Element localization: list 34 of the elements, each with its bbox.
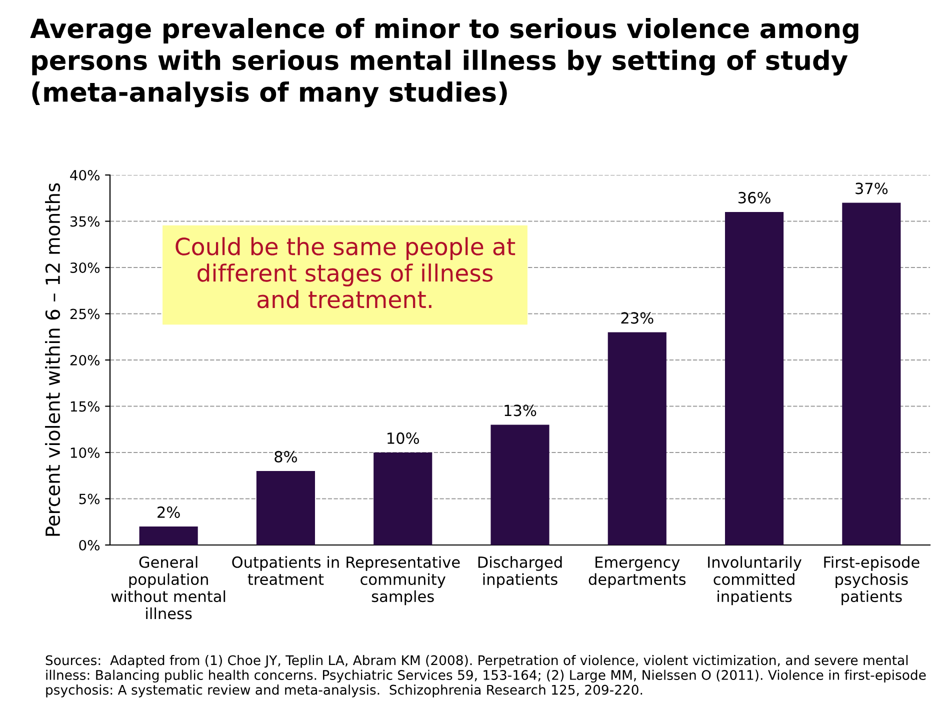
data-label: 13% bbox=[504, 404, 536, 416]
bar bbox=[608, 332, 666, 545]
x-tick-label: First-episode psychosis patients bbox=[824, 556, 920, 606]
bar bbox=[256, 471, 315, 545]
data-label: 2% bbox=[158, 506, 180, 518]
y-tick-label: 10% bbox=[70, 447, 100, 458]
y-tick-label: 0% bbox=[79, 540, 100, 550]
y-tick-label: 40% bbox=[70, 170, 100, 180]
data-label: 37% bbox=[856, 182, 888, 194]
x-tick-label: Discharged inpatients bbox=[478, 556, 562, 588]
bar bbox=[490, 424, 550, 545]
bar bbox=[374, 452, 432, 545]
x-tick-label: Involuntarily committed inpatients bbox=[708, 556, 802, 606]
bar bbox=[139, 526, 198, 545]
y-axis-title: Percent violent within 6 – 12 months bbox=[45, 183, 60, 536]
x-tick-label: Representative community samples bbox=[346, 556, 460, 606]
y-tick-label: 5% bbox=[79, 494, 100, 504]
chart-title: Average prevalence of minor to serious violence among persons with serious mental illness by setting of study (meta-analysis of many studies) bbox=[30, 18, 858, 108]
y-tick-label: 35% bbox=[70, 216, 100, 227]
annotation: Could be the same people at different stages of illness and treatment. bbox=[176, 237, 516, 308]
data-label: 10% bbox=[388, 432, 419, 444]
y-tick-label: 20% bbox=[70, 354, 100, 366]
x-tick-label: Emergency departments bbox=[588, 556, 686, 588]
x-tick-label: General population without mental illness bbox=[111, 556, 226, 620]
source-note: Sources: Adapted from (1) Choe JY, Teplin LA, Abram KM (2008). Perpetration of violence, violent victimization, and severe mental illness: Balancing public health concerns. Psychiatric Services 59, 153-164; (2) Large MM, Nielssen O (2011). Violence in first-episode psychosis: A systematic review and meta-analysis. Schizophrenia Research 125, 209-220. bbox=[46, 655, 926, 698]
data-label: 36% bbox=[738, 192, 770, 204]
y-tick-label: 30% bbox=[70, 262, 100, 273]
bar bbox=[842, 202, 901, 545]
y-tick-label: 25% bbox=[70, 308, 100, 320]
x-tick-label: Outpatients in treatment bbox=[232, 556, 339, 586]
bar bbox=[725, 212, 784, 545]
y-tick-label: 15% bbox=[70, 401, 100, 412]
data-label: 23% bbox=[621, 312, 654, 324]
data-label: 8% bbox=[274, 450, 297, 462]
